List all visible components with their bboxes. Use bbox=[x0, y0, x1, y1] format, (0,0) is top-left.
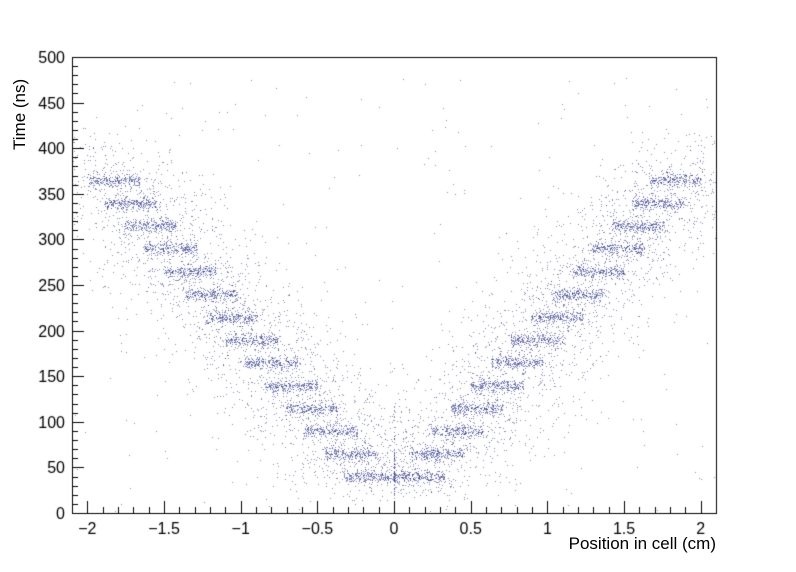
x-axis-title: Position in cell (cm) bbox=[568, 534, 716, 553]
y-axis-title: Time (ns) bbox=[10, 78, 29, 150]
